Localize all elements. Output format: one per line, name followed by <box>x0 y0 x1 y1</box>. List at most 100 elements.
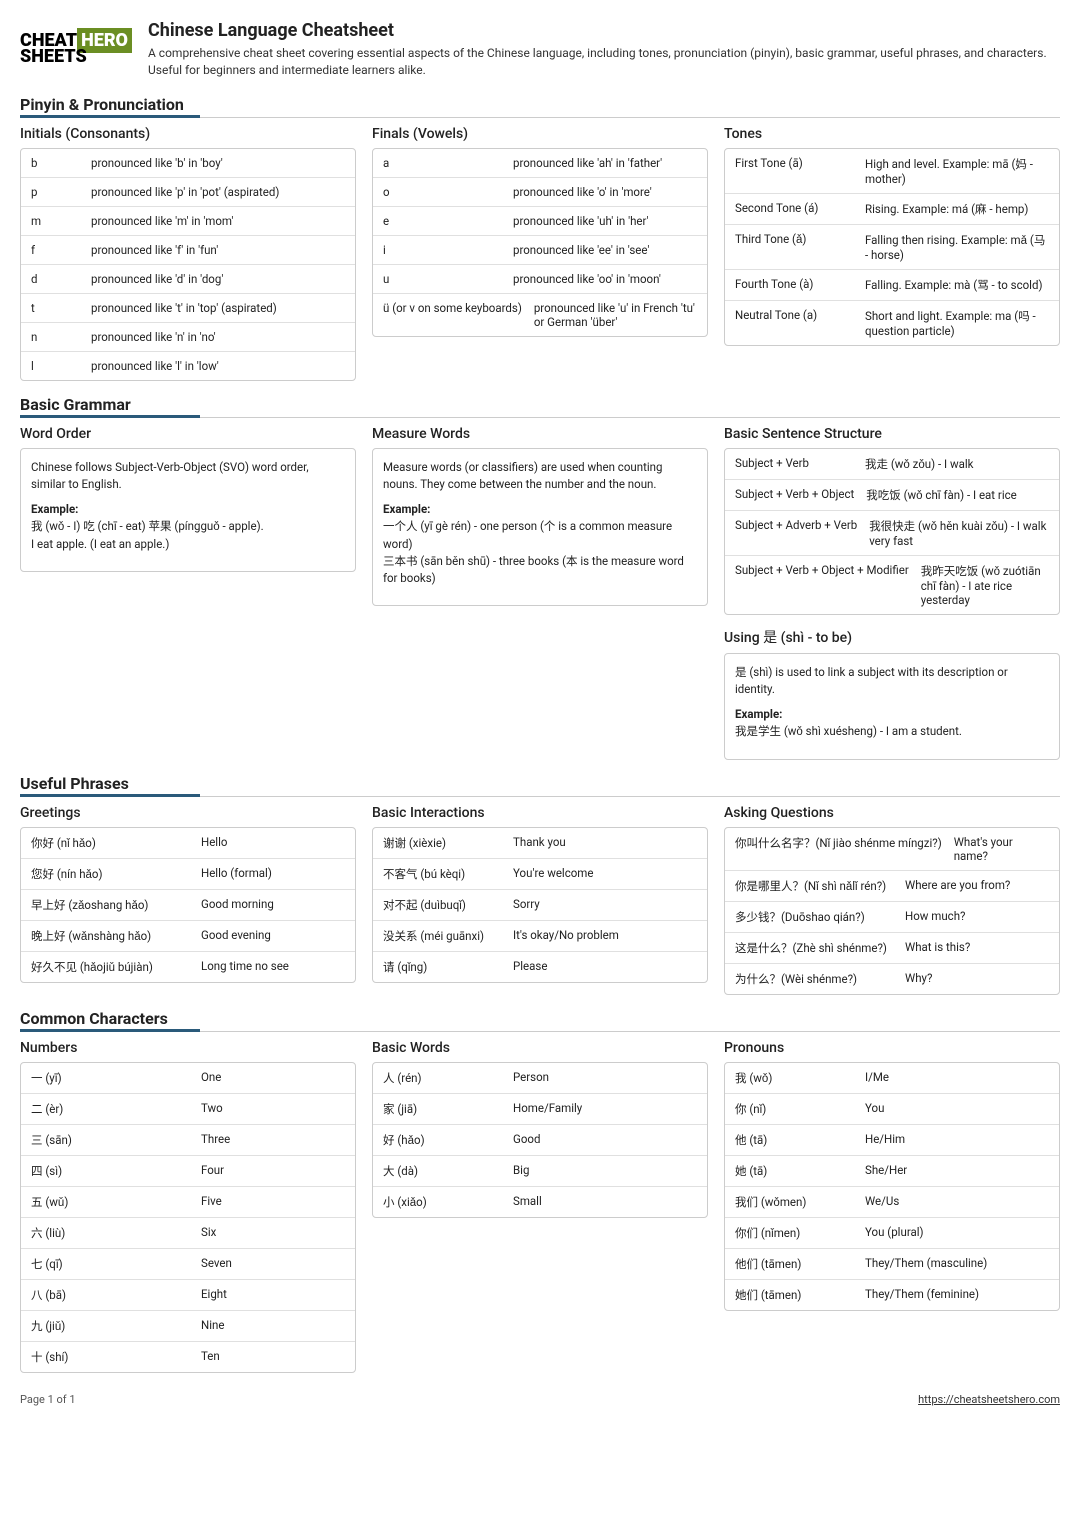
cell-value: They/Them (feminine) <box>865 1287 1049 1303</box>
header: CHEATHERO SHEETS Chinese Language Cheats… <box>20 20 1060 79</box>
cell-key: 她们 (tāmen) <box>735 1287 865 1303</box>
cell-value: Short and light. Example: ma (吗 - questi… <box>865 308 1049 338</box>
cell-key: 一 (yī) <box>31 1070 201 1086</box>
cell-key: First Tone (ā) <box>735 156 865 186</box>
cell-key: Subject + Verb + Object + Modifier <box>735 563 921 607</box>
cell-key: ü (or v on some keyboards) <box>383 301 534 329</box>
subtitle-finals: Finals (Vowels) <box>372 126 708 142</box>
cell-key: 好久不见 (hǎojiǔ bújiàn) <box>31 959 201 975</box>
cell-value: It's okay/No problem <box>513 928 697 944</box>
table-row: 小 (xiǎo)Small <box>373 1187 707 1217</box>
page-title: Chinese Language Cheatsheet <box>148 20 1060 41</box>
wordorder-ex1: 我 (wǒ - I) 吃 (chī - eat) 苹果 (píngguǒ - a… <box>31 519 264 533</box>
cell-key: n <box>31 330 91 344</box>
cell-value: Four <box>201 1163 345 1179</box>
section-grammar: Basic Grammar Word Order Chinese follows… <box>20 395 1060 760</box>
cell-value: 我吃饭 (wǒ chī fàn) - I eat rice <box>866 487 1049 503</box>
cell-value: Hello (formal) <box>201 866 345 882</box>
subtitle-interactions: Basic Interactions <box>372 805 708 821</box>
table-row: opronounced like 'o' in 'more' <box>373 178 707 207</box>
table-structure: Subject + Verb我走 (wǒ zǒu) - I walkSubjec… <box>724 448 1060 615</box>
table-row: 七 (qī)Seven <box>21 1249 355 1280</box>
table-row: 我们 (wǒmen)We/Us <box>725 1187 1059 1218</box>
table-pronouns: 我 (wǒ)I/Me你 (nǐ)You他 (tā)He/Him她 (tā)She… <box>724 1062 1060 1311</box>
cell-key: 九 (jiǔ) <box>31 1318 201 1334</box>
table-row: 四 (sì)Four <box>21 1156 355 1187</box>
table-row: 早上好 (zǎoshang hǎo)Good morning <box>21 890 355 921</box>
cell-key: 六 (liù) <box>31 1225 201 1241</box>
footer-link[interactable]: https://cheatsheetshero.com <box>918 1393 1060 1406</box>
col-wordorder: Word Order Chinese follows Subject-Verb-… <box>20 426 356 760</box>
footer: Page 1 of 1 https://cheatsheetshero.com <box>20 1393 1060 1406</box>
cell-key: 你叫什么名字？(Nǐ jiào shénme míngzi?) <box>735 835 954 863</box>
col-numbers: Numbers 一 (yī)One二 (èr)Two三 (sān)Three四 … <box>20 1040 356 1373</box>
cell-key: Neutral Tone (a) <box>735 308 865 338</box>
table-row: 大 (dà)Big <box>373 1156 707 1187</box>
page-number: Page 1 of 1 <box>20 1393 76 1406</box>
cell-value: Good <box>513 1132 697 1148</box>
cell-key: 您好 (nín hǎo) <box>31 866 201 882</box>
cell-value: High and level. Example: mā (妈 - mother) <box>865 156 1049 186</box>
col-basic: Basic Words 人 (rén)Person家 (jiā)Home/Fam… <box>372 1040 708 1373</box>
cell-value: Where are you from? <box>905 878 1049 894</box>
table-row: dpronounced like 'd' in 'dog' <box>21 265 355 294</box>
cell-key: Subject + Adverb + Verb <box>735 518 869 548</box>
cell-key: a <box>383 156 513 170</box>
subtitle-greetings: Greetings <box>20 805 356 821</box>
cell-value: pronounced like 'p' in 'pot' (aspirated) <box>91 185 345 199</box>
cell-value: 我昨天吃饭 (wǒ zuótiān chī fàn) - I ate rice … <box>921 563 1049 607</box>
cell-value: 我很快走 (wǒ hěn kuài zǒu) - I walk very fas… <box>869 518 1049 548</box>
cell-value: You <box>865 1101 1049 1117</box>
cell-value: They/Them (masculine) <box>865 1256 1049 1272</box>
cell-key: b <box>31 156 91 170</box>
table-row: Subject + Verb我走 (wǒ zǒu) - I walk <box>725 449 1059 480</box>
cell-key: e <box>383 214 513 228</box>
cell-key: t <box>31 301 91 315</box>
table-row: mpronounced like 'm' in 'mom' <box>21 207 355 236</box>
table-row: 她 (tā)She/Her <box>725 1156 1059 1187</box>
cell-value: Small <box>513 1194 697 1210</box>
cell-value: You're welcome <box>513 866 697 882</box>
table-row: 对不起 (duìbuqǐ)Sorry <box>373 890 707 921</box>
cell-key: 我们 (wǒmen) <box>735 1194 865 1210</box>
table-row: Fourth Tone (à)Falling. Example: mà (骂 -… <box>725 270 1059 301</box>
table-row: Subject + Verb + Object我吃饭 (wǒ chī fàn) … <box>725 480 1059 511</box>
cell-value: What's your name? <box>954 835 1049 863</box>
cell-value: Thank you <box>513 835 697 851</box>
table-row: Subject + Verb + Object + Modifier我昨天吃饭 … <box>725 556 1059 614</box>
table-row: fpronounced like 'f' in 'fun' <box>21 236 355 265</box>
cell-value: Eight <box>201 1287 345 1303</box>
table-basic: 人 (rén)Person家 (jiā)Home/Family好 (hǎo)Go… <box>372 1062 708 1218</box>
col-structure: Basic Sentence Structure Subject + Verb我… <box>724 426 1060 760</box>
cell-value: 我走 (wǒ zǒu) - I walk <box>865 456 1049 472</box>
cell-value: Big <box>513 1163 697 1179</box>
table-row: 十 (shí)Ten <box>21 1342 355 1372</box>
cell-value: Falling. Example: mà (骂 - to scold) <box>865 277 1049 293</box>
cell-value: pronounced like 'l' in 'low' <box>91 359 345 373</box>
cell-value: We/Us <box>865 1194 1049 1210</box>
table-row: 她们 (tāmen)They/Them (feminine) <box>725 1280 1059 1310</box>
cell-key: Fourth Tone (à) <box>735 277 865 293</box>
table-row: 一 (yī)One <box>21 1063 355 1094</box>
cell-key: Third Tone (ǎ) <box>735 232 865 262</box>
col-questions: Asking Questions 你叫什么名字？(Nǐ jiào shénme … <box>724 805 1060 995</box>
table-row: 你 (nǐ)You <box>725 1094 1059 1125</box>
cell-value: She/Her <box>865 1163 1049 1179</box>
subtitle-wordorder: Word Order <box>20 426 356 442</box>
section-pinyin: Pinyin & Pronunciation Initials (Consona… <box>20 95 1060 381</box>
cell-value: pronounced like 'ah' in 'father' <box>513 156 697 170</box>
table-greetings: 你好 (nǐ hǎo)Hello您好 (nín hǎo)Hello (forma… <box>20 827 356 983</box>
cell-value: Good evening <box>201 928 345 944</box>
cell-value: He/Him <box>865 1132 1049 1148</box>
cell-value: I/Me <box>865 1070 1049 1086</box>
col-initials: Initials (Consonants) bpronounced like '… <box>20 126 356 381</box>
page-subtitle: A comprehensive cheat sheet covering ess… <box>148 45 1060 79</box>
cell-key: p <box>31 185 91 199</box>
cell-value: Three <box>201 1132 345 1148</box>
wordorder-text: Chinese follows Subject-Verb-Object (SVO… <box>31 459 345 494</box>
cell-value: You (plural) <box>865 1225 1049 1241</box>
cell-key: 为什么？(Wèi shénme?) <box>735 971 905 987</box>
cell-key: 请 (qǐng) <box>383 959 513 975</box>
section-phrases: Useful Phrases Greetings 你好 (nǐ hǎo)Hell… <box>20 774 1060 995</box>
cell-key: 八 (bā) <box>31 1287 201 1303</box>
